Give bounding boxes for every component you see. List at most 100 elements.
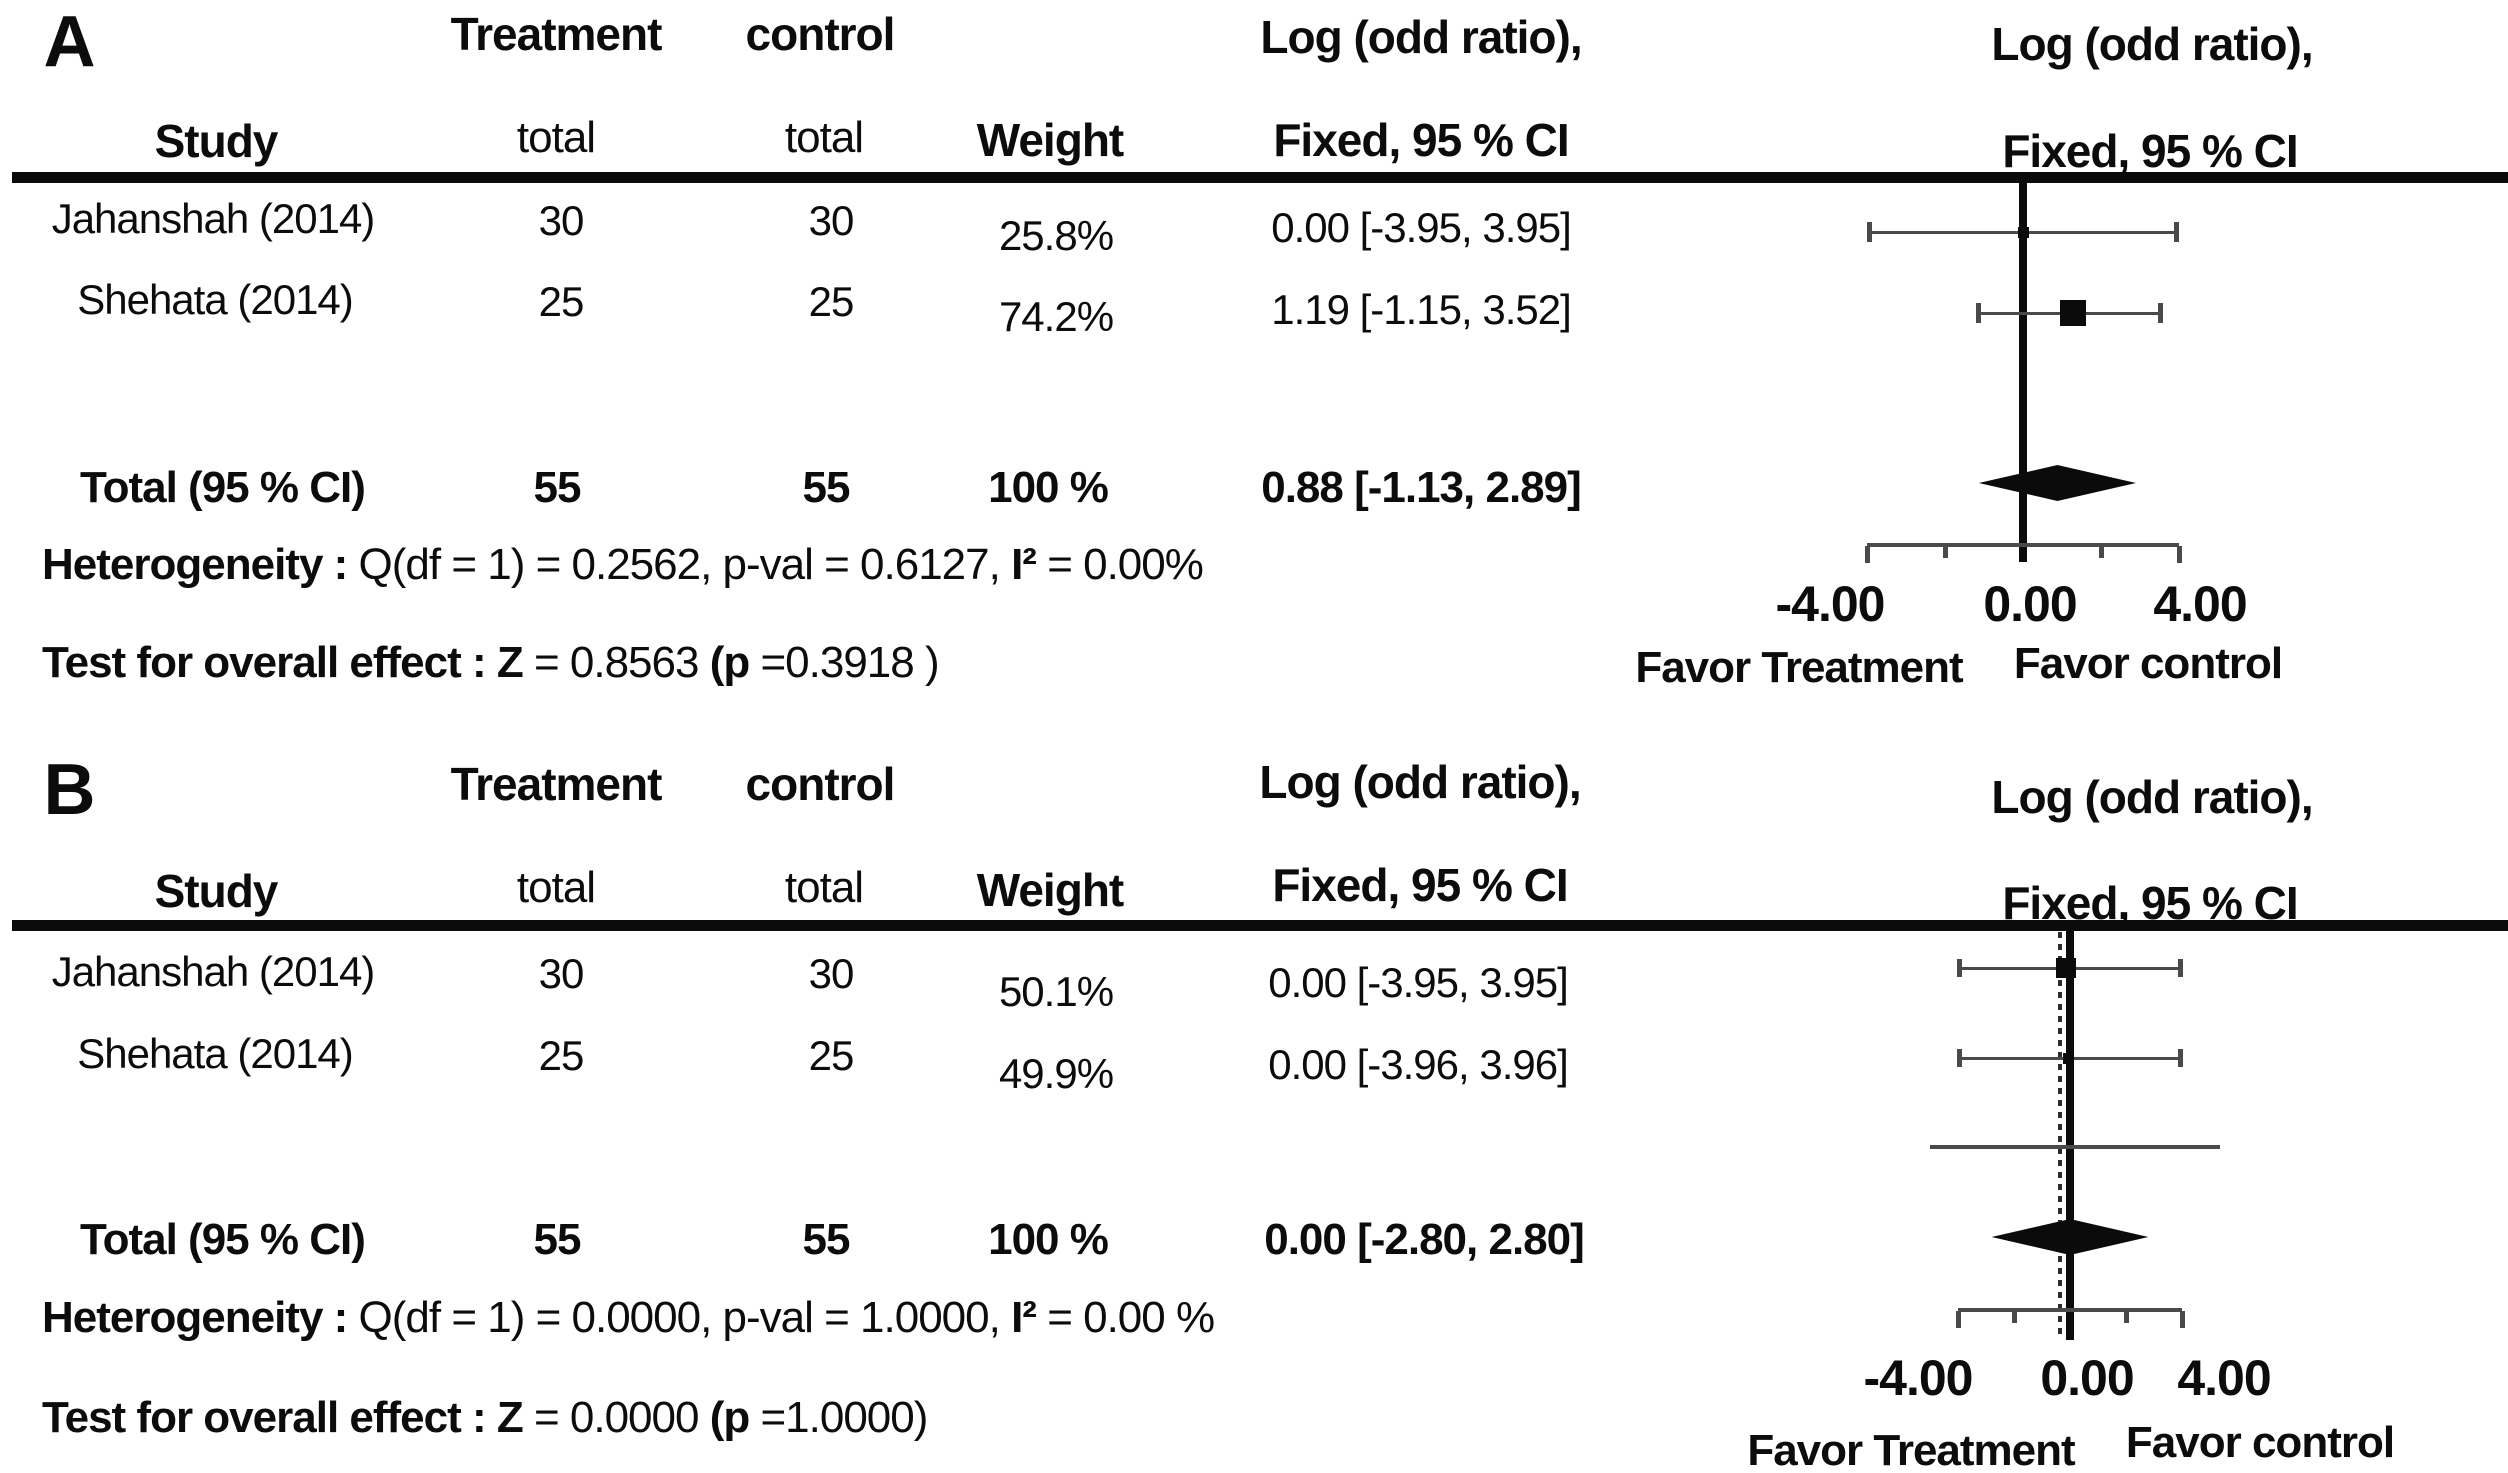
heterogeneity-stats: Q(df = 1) = 0.2562, p-val = 0.6127, <box>347 540 1012 589</box>
dotted-zero-line <box>2058 932 2062 1336</box>
col-header-treatment-total: total <box>516 113 596 162</box>
table-top-rule <box>12 920 2508 931</box>
weight-value: 74.2% <box>998 293 1114 340</box>
ci-cap-right <box>2177 1049 2183 1067</box>
panel-a-label: A <box>43 2 96 82</box>
total-treatment-value: 55 <box>533 463 582 512</box>
plot-header-line1: Log (odd ratio), <box>1991 18 2313 70</box>
weight-value: 25.8% <box>998 212 1114 259</box>
treatment-total-value: 25 <box>538 1032 585 1079</box>
axis-tick <box>1864 546 1870 563</box>
col-header-study: Study <box>154 115 279 167</box>
study-name: Shehata (2014) <box>77 1030 354 1077</box>
i-squared-value: = 0.00% <box>1035 540 1204 589</box>
p-value: =1.0000) <box>749 1393 928 1442</box>
total-row-label: Total (95 % CI) <box>80 463 366 512</box>
effect-square <box>2059 300 2086 326</box>
axis-tick-label: 0.00 <box>2040 1350 2134 1406</box>
ci-cap-left <box>1866 222 1872 242</box>
heterogeneity-stats: Q(df = 1) = 0.0000, p-val = 1.0000, <box>347 1293 1012 1342</box>
col-header-weight: Weight <box>976 864 1124 916</box>
control-total-value: 25 <box>808 1032 855 1079</box>
col-header-control-total: total <box>784 113 864 162</box>
axis-tick <box>2124 1311 2129 1323</box>
favor-left-label: Favor Treatment <box>1635 643 1963 692</box>
treatment-total-value: 30 <box>538 197 585 244</box>
col-header-effect-line1: Log (odd ratio), <box>1259 756 1581 808</box>
heterogeneity-label: Heterogeneity : <box>42 540 348 589</box>
col-header-effect-line1: Log (odd ratio), <box>1260 11 1582 63</box>
axis-tick-label: -4.00 <box>1775 576 1886 632</box>
col-header-treatment-total: total <box>516 863 596 912</box>
col-header-effect-line2: Fixed, 95 % CI <box>1273 114 1569 166</box>
total-control-value: 55 <box>802 463 851 512</box>
overall-effect-line: Test for overall effect : Z = 0.8563 (p … <box>42 638 940 688</box>
overall-effect-line: Test for overall effect : Z = 0.0000 (p … <box>42 1393 928 1443</box>
ci-cap-left <box>1957 1049 1963 1067</box>
col-header-treatment: Treatment <box>450 8 663 60</box>
axis-tick <box>2099 546 2105 558</box>
ci-cap-right <box>2177 959 2183 977</box>
axis-tick-label: -4.00 <box>1863 1350 1974 1406</box>
heterogeneity-label: Heterogeneity : <box>42 1293 348 1342</box>
table-top-rule <box>12 172 2508 183</box>
z-value: = 0.8563 <box>522 638 710 687</box>
pooled-diamond <box>1991 1219 2149 1255</box>
axis-tick <box>1956 1311 1961 1328</box>
total-treatment-value: 55 <box>533 1215 582 1264</box>
control-total-value: 30 <box>808 197 855 244</box>
axis-tick-label: 4.00 <box>2177 1350 2271 1406</box>
ci-text-value: 0.00 [-3.95, 3.95] <box>1271 204 1572 251</box>
i-squared-label: I² <box>1011 1293 1037 1342</box>
i-squared-label: I² <box>1011 540 1037 589</box>
ci-text-value: 0.00 [-3.95, 3.95] <box>1268 959 1569 1006</box>
zero-line <box>2066 926 2074 1340</box>
favor-right-label: Favor control <box>2013 639 2283 688</box>
weight-value: 49.9% <box>998 1050 1114 1097</box>
zero-line <box>2019 178 2027 562</box>
ci-cap-left <box>1976 303 1982 323</box>
overall-effect-label: Test for overall effect : Z <box>42 1393 524 1442</box>
effect-square <box>2017 226 2029 238</box>
ci-cap-left <box>1957 959 1963 977</box>
axis-tick-label: 4.00 <box>2153 576 2247 632</box>
weight-value: 50.1% <box>998 968 1114 1015</box>
plot-header-line2: Fixed, 95 % CI <box>2002 125 2298 177</box>
study-name: Jahanshah (2014) <box>51 195 376 242</box>
total-weight-value: 100 % <box>988 463 1109 512</box>
total-ci-text: 0.00 [-2.80, 2.80] <box>1264 1215 1585 1264</box>
extra-row-line <box>1930 1145 2220 1149</box>
axis-line <box>1866 543 2180 547</box>
axis-line <box>1958 1308 2182 1312</box>
plot-header-line1: Log (odd ratio), <box>1991 771 2313 823</box>
i-squared-value: = 0.00 % <box>1035 1293 1215 1342</box>
effect-square <box>2056 958 2076 978</box>
control-total-value: 30 <box>808 950 855 997</box>
total-row-label: Total (95 % CI) <box>80 1215 366 1264</box>
p-label: (p <box>709 1393 751 1442</box>
axis-tick-label: 0.00 <box>1983 576 2077 632</box>
study-name: Jahanshah (2014) <box>51 948 376 995</box>
panel-b-label: B <box>43 750 96 830</box>
col-header-study: Study <box>154 865 279 917</box>
overall-effect-label: Test for overall effect : Z <box>42 638 524 687</box>
col-header-weight: Weight <box>976 114 1124 166</box>
axis-tick <box>2012 1311 2017 1323</box>
heterogeneity-line: Heterogeneity : Q(df = 1) = 0.0000, p-va… <box>42 1293 1215 1343</box>
col-header-control-total: total <box>784 863 864 912</box>
axis-tick <box>2180 1311 2185 1328</box>
ci-cap-right <box>2157 303 2163 323</box>
p-label: (p <box>709 638 751 687</box>
ci-text-value: 1.19 [-1.15, 3.52] <box>1271 286 1572 333</box>
effect-square <box>2062 1052 2074 1064</box>
col-header-control: control <box>745 8 896 60</box>
z-value: = 0.0000 <box>522 1393 710 1442</box>
p-value: =0.3918 ) <box>749 638 939 687</box>
col-header-control: control <box>745 758 896 810</box>
treatment-total-value: 25 <box>538 278 585 325</box>
total-ci-text: 0.88 [-1.13, 2.89] <box>1261 463 1582 512</box>
axis-tick <box>1942 546 1948 558</box>
ci-text-value: 0.00 [-3.96, 3.96] <box>1268 1041 1569 1088</box>
axis-tick <box>2177 546 2183 563</box>
